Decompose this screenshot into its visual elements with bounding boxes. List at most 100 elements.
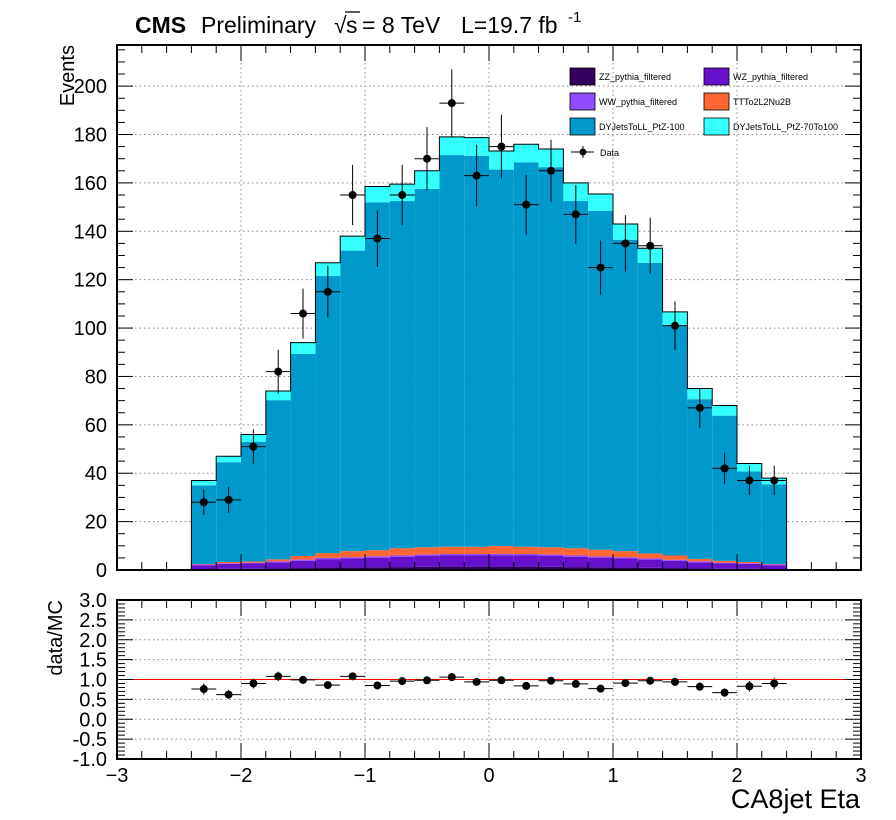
bar-WZ: [216, 563, 241, 569]
ratio-point: [472, 677, 481, 686]
data-point: [274, 367, 283, 376]
ratio-point: [423, 676, 431, 685]
data-point: [497, 142, 506, 151]
bar-DY100: [712, 415, 737, 561]
bar-WZ: [439, 555, 465, 567]
bar-WW: [613, 557, 638, 559]
ytick-label: 120: [74, 270, 107, 292]
data-point: [745, 476, 754, 485]
data-point: [596, 263, 605, 272]
bar-WZ: [712, 563, 737, 569]
bar-TT: [538, 547, 564, 555]
ratio-point: [522, 681, 531, 690]
bar-TT: [662, 555, 688, 560]
data-point: [770, 476, 779, 485]
data-point: [646, 241, 655, 250]
xtick-label: 0: [483, 765, 494, 787]
bar-WW: [389, 555, 415, 557]
data-point: [671, 321, 679, 330]
legend-label-DY70: DYJetsToLL_PtZ-70To100: [733, 122, 838, 132]
xtick-label: −1: [354, 765, 377, 787]
ratio-point: [274, 672, 283, 681]
xlabel: CA8jet Eta: [731, 784, 861, 814]
ytick-label: 160: [74, 173, 107, 195]
bar-WZ: [637, 559, 663, 568]
energy-s-label: s: [346, 12, 358, 38]
bar-DY100: [290, 353, 316, 556]
data-point: [373, 234, 382, 243]
ratio-point: [571, 679, 580, 688]
bar-WW: [662, 559, 688, 561]
ratio-point: [249, 679, 258, 688]
bar-DY70: [191, 480, 217, 486]
bar-WW: [290, 559, 316, 561]
bar-WZ: [687, 562, 713, 569]
ratio-ytick-label: 0.0: [79, 709, 107, 731]
bar-DY70: [588, 194, 613, 211]
ratio-point: [621, 679, 630, 688]
bar-ZZ: [464, 566, 489, 570]
bar-WW: [489, 553, 514, 556]
bar-TT: [513, 546, 539, 555]
data-point: [323, 287, 332, 296]
ratio-ytick-label: -0.5: [73, 729, 107, 751]
bar-ZZ: [489, 566, 514, 570]
ytick-label: 40: [85, 463, 107, 485]
data-point: [720, 464, 729, 473]
ratio-point: [497, 676, 506, 685]
bar-WW: [687, 561, 713, 563]
ratio-point: [547, 676, 555, 685]
lumi-exponent: -1: [568, 9, 581, 26]
bar-DY70: [216, 456, 241, 463]
ratio-point: [199, 685, 208, 694]
bar-WZ: [613, 558, 638, 568]
bar-DY100: [761, 484, 787, 564]
bar-WW: [712, 562, 737, 564]
experiment-label: CMS: [135, 12, 186, 38]
bar-DY70: [340, 236, 365, 251]
bar-ZZ: [414, 566, 440, 570]
xtick-label: −3: [106, 765, 129, 787]
bar-DY100: [315, 276, 341, 554]
bar-WW: [563, 555, 589, 557]
ytick-label: 100: [74, 318, 107, 340]
bar-WW: [265, 561, 291, 563]
data-point: [621, 239, 630, 248]
legend-swatch-ZZ: [569, 67, 596, 86]
lower-ylabel: data/MC: [45, 600, 67, 676]
bar-WW: [439, 554, 465, 556]
data-point: [695, 403, 704, 412]
bar-TT: [340, 551, 365, 558]
data-point: [249, 442, 258, 451]
ratio-point: [770, 679, 779, 688]
bar-TT: [637, 553, 663, 559]
data-point: [547, 166, 555, 175]
bar-WZ: [464, 555, 489, 567]
bar-ZZ: [315, 567, 341, 570]
bar-DY70: [439, 136, 465, 156]
bar-WZ: [737, 563, 762, 569]
bar-ZZ: [588, 567, 613, 570]
bar-TT: [464, 546, 489, 555]
bar-TT: [365, 550, 390, 557]
legend-swatch-DY100: [569, 117, 596, 136]
bar-ZZ: [513, 566, 539, 570]
bar-WZ: [241, 563, 266, 569]
legend: ZZ_pythia_filtered WZ_pythia_filtered WW_p…: [569, 67, 838, 158]
xtick-label: 2: [731, 765, 742, 787]
bar-DY100: [489, 169, 514, 547]
bar-TT: [588, 549, 613, 557]
bar-WW: [637, 558, 663, 560]
bar-DY70: [365, 186, 390, 203]
bar-TT: [712, 560, 737, 563]
xtick-label: 1: [607, 765, 618, 787]
bar-WW: [216, 563, 241, 564]
bar-TT: [489, 546, 514, 554]
bar-WW: [241, 562, 266, 564]
bar-TT: [687, 558, 713, 562]
status-label: Preliminary: [201, 12, 317, 38]
data-point: [224, 495, 233, 504]
ytick-label: 20: [85, 512, 107, 534]
ratio-point: [596, 684, 605, 693]
energy-value-label: = 8 TeV: [362, 12, 441, 38]
